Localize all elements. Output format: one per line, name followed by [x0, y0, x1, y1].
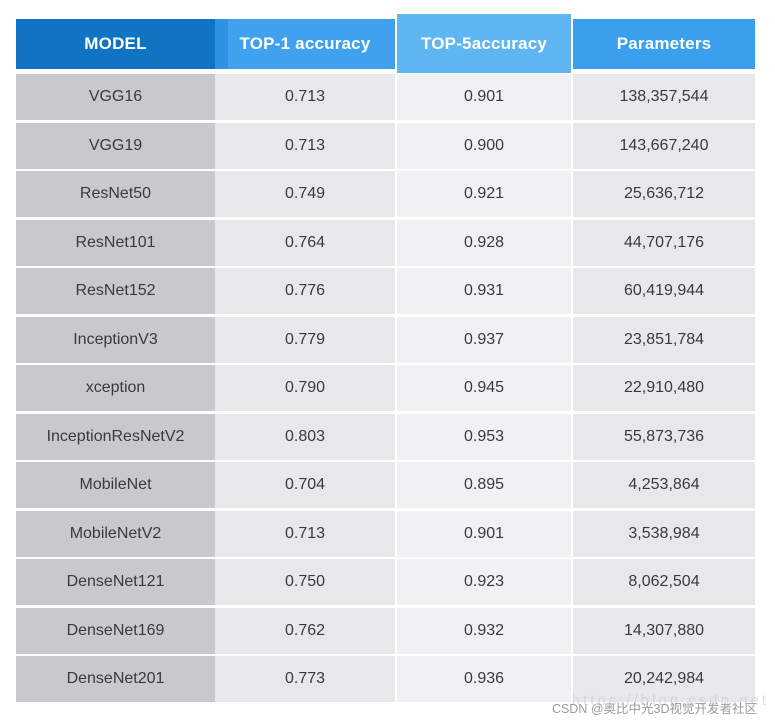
model-comparison-table: MODEL TOP-1 accuracy TOP-5accuracy Param… — [16, 14, 755, 705]
cell-parameters: 14,307,880 — [573, 607, 755, 654]
table-row: MobileNet 0.704 0.895 4,253,864 — [16, 462, 755, 508]
column-header-top1-accuracy: TOP-1 accuracy — [215, 19, 395, 69]
cell-top1-accuracy: 0.713 — [215, 74, 395, 120]
cell-model: InceptionV3 — [16, 316, 215, 363]
column-header-model: MODEL — [16, 19, 215, 69]
cell-top1-accuracy: 0.750 — [215, 559, 395, 605]
cell-parameters: 23,851,784 — [573, 316, 755, 363]
cell-top5-accuracy: 0.937 — [395, 316, 573, 363]
cell-top5-accuracy: 0.931 — [395, 268, 573, 314]
cell-parameters: 143,667,240 — [573, 122, 755, 169]
cell-top1-accuracy: 0.713 — [215, 122, 395, 169]
table-row: InceptionV3 0.779 0.937 23,851,784 — [16, 316, 755, 363]
table-header-row: MODEL TOP-1 accuracy TOP-5accuracy Param… — [16, 14, 755, 73]
cell-top5-accuracy: 0.932 — [395, 607, 573, 654]
cell-top5-accuracy: 0.936 — [395, 656, 573, 702]
cell-model: VGG16 — [16, 74, 215, 120]
cell-parameters: 25,636,712 — [573, 171, 755, 217]
cell-parameters: 138,357,544 — [573, 74, 755, 120]
cell-top1-accuracy: 0.790 — [215, 365, 395, 411]
table-row: InceptionResNetV2 0.803 0.953 55,873,736 — [16, 413, 755, 460]
cell-top5-accuracy: 0.953 — [395, 413, 573, 460]
cell-top5-accuracy: 0.923 — [395, 559, 573, 605]
table-row: ResNet101 0.764 0.928 44,707,176 — [16, 219, 755, 266]
cell-model: DenseNet201 — [16, 656, 215, 702]
cell-top1-accuracy: 0.704 — [215, 462, 395, 508]
cell-top1-accuracy: 0.773 — [215, 656, 395, 702]
cell-model: DenseNet169 — [16, 607, 215, 654]
cell-parameters: 44,707,176 — [573, 219, 755, 266]
cell-parameters: 60,419,944 — [573, 268, 755, 314]
table-row: ResNet50 0.749 0.921 25,636,712 — [16, 171, 755, 217]
table-row: VGG19 0.713 0.900 143,667,240 — [16, 122, 755, 169]
cell-parameters: 22,910,480 — [573, 365, 755, 411]
cell-top1-accuracy: 0.764 — [215, 219, 395, 266]
table-row: DenseNet201 0.773 0.936 20,242,984 — [16, 656, 755, 702]
column-header-parameters: Parameters — [573, 19, 755, 69]
table-row: ResNet152 0.776 0.931 60,419,944 — [16, 268, 755, 314]
cell-top5-accuracy: 0.945 — [395, 365, 573, 411]
cell-model: ResNet152 — [16, 268, 215, 314]
cell-parameters: 3,538,984 — [573, 510, 755, 557]
table-row: xception 0.790 0.945 22,910,480 — [16, 365, 755, 411]
watermark-csdn: CSDN @奥比中光3D视觉开发者社区 — [551, 702, 757, 716]
table-row: DenseNet121 0.750 0.923 8,062,504 — [16, 559, 755, 605]
cell-top1-accuracy: 0.762 — [215, 607, 395, 654]
cell-model: MobileNet — [16, 462, 215, 508]
cell-model: InceptionResNetV2 — [16, 413, 215, 460]
cell-top5-accuracy: 0.928 — [395, 219, 573, 266]
cell-top1-accuracy: 0.779 — [215, 316, 395, 363]
cell-top5-accuracy: 0.900 — [395, 122, 573, 169]
cell-parameters: 8,062,504 — [573, 559, 755, 605]
column-header-top5-accuracy: TOP-5accuracy — [395, 14, 573, 73]
table-row: DenseNet169 0.762 0.932 14,307,880 — [16, 607, 755, 654]
table-body: VGG16 0.713 0.901 138,357,544 VGG19 0.713 0.90… — [16, 74, 755, 702]
cell-model: VGG19 — [16, 122, 215, 169]
cell-model: ResNet101 — [16, 219, 215, 266]
cell-model: ResNet50 — [16, 171, 215, 217]
table-row: VGG16 0.713 0.901 138,357,544 — [16, 74, 755, 120]
cell-top1-accuracy: 0.776 — [215, 268, 395, 314]
cell-top5-accuracy: 0.895 — [395, 462, 573, 508]
cell-parameters: 20,242,984 — [573, 656, 755, 702]
cell-model: MobileNetV2 — [16, 510, 215, 557]
cell-top1-accuracy: 0.749 — [215, 171, 395, 217]
cell-top5-accuracy: 0.901 — [395, 510, 573, 557]
table-row: MobileNetV2 0.713 0.901 3,538,984 — [16, 510, 755, 557]
cell-top5-accuracy: 0.921 — [395, 171, 573, 217]
cell-top1-accuracy: 0.803 — [215, 413, 395, 460]
cell-parameters: 4,253,864 — [573, 462, 755, 508]
cell-parameters: 55,873,736 — [573, 413, 755, 460]
cell-model: DenseNet121 — [16, 559, 215, 605]
cell-model: xception — [16, 365, 215, 411]
cell-top5-accuracy: 0.901 — [395, 74, 573, 120]
cell-top1-accuracy: 0.713 — [215, 510, 395, 557]
